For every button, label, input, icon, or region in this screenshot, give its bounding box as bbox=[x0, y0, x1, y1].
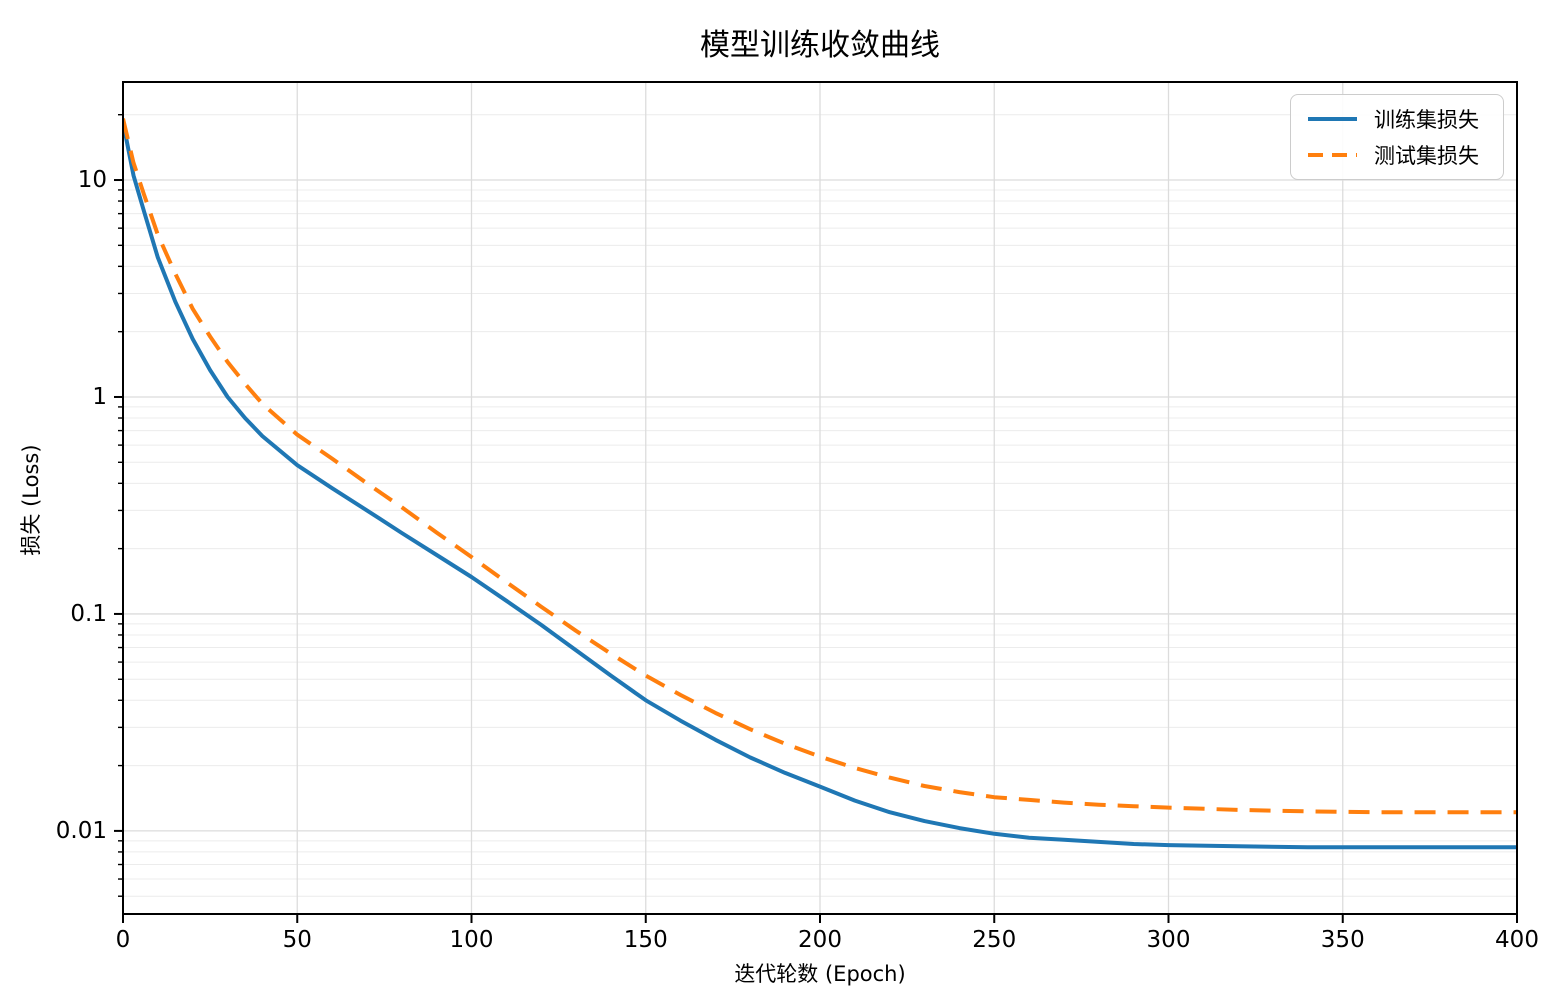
y-tick-label: 1 bbox=[92, 384, 107, 410]
x-axis-label: 迭代轮数 (Epoch) bbox=[734, 962, 906, 986]
y-tick-label: 0.1 bbox=[70, 601, 107, 627]
training-loss-curve bbox=[123, 121, 1517, 850]
legend-item-training-loss: 训练集损失 bbox=[1305, 104, 1489, 134]
x-tick-label: 350 bbox=[1321, 927, 1365, 953]
x-tick-label: 300 bbox=[1147, 927, 1191, 953]
legend-item-test-loss: 测试集损失 bbox=[1305, 140, 1489, 170]
x-tick-label: 0 bbox=[116, 927, 131, 953]
training-loss-legend-swatch bbox=[1308, 117, 1357, 121]
x-tick-label: 250 bbox=[972, 927, 1016, 953]
legend: 训练集损失 测试集损失 bbox=[1290, 94, 1504, 180]
y-tick-label: 10 bbox=[78, 167, 107, 193]
y-tick-label: 0.01 bbox=[56, 818, 107, 844]
x-tick-label: 200 bbox=[798, 927, 842, 953]
x-tick-label: 100 bbox=[450, 927, 494, 953]
x-tick-label: 150 bbox=[624, 927, 668, 953]
chart-title: 模型训练收敛曲线 bbox=[700, 28, 940, 63]
test-loss-legend-swatch bbox=[1308, 153, 1357, 157]
legend-label-training-loss: 训练集损失 bbox=[1374, 108, 1479, 132]
legend-label-test-loss: 测试集损失 bbox=[1374, 144, 1479, 168]
x-tick-label: 400 bbox=[1495, 927, 1539, 953]
x-tick-label: 50 bbox=[283, 927, 312, 953]
